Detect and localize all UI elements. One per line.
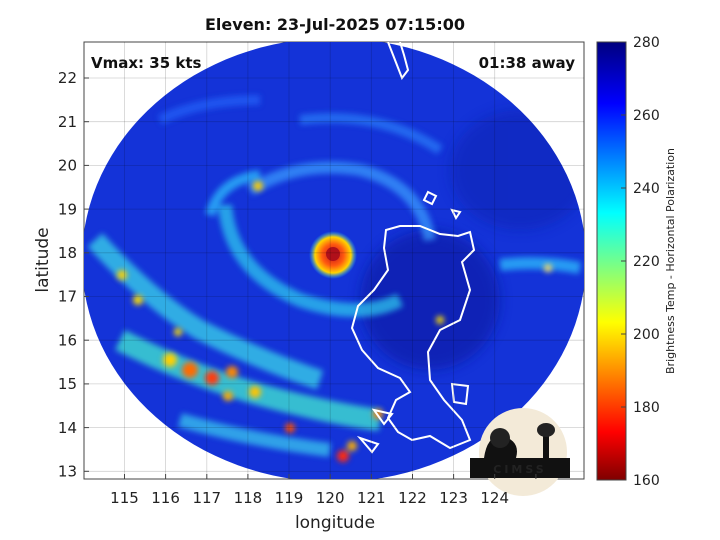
colorbar-tick-label: 200: [633, 327, 660, 343]
x-tick-label: 116: [151, 489, 180, 507]
x-tick-label: 122: [398, 489, 427, 507]
x-tick-label: 124: [480, 489, 509, 507]
y-tick-label: 17: [58, 288, 77, 306]
x-axis: 115 116 117 118 119 120 121 122 123 124 …: [110, 474, 537, 533]
colorbar-tick-label: 260: [633, 108, 660, 124]
x-tick-label: 120: [316, 489, 345, 507]
y-axis: 13 14 15 16 17 18 19 20 21 22 latitude: [33, 69, 89, 481]
y-tick-label: 19: [58, 200, 77, 218]
y-tick-label: 20: [58, 157, 77, 175]
y-tick-label: 16: [58, 331, 77, 349]
colorbar-label: Brightness Temp - Horizontal Polarizatio…: [664, 148, 677, 374]
vmax-label: Vmax: 35 kts: [91, 54, 201, 72]
colorbar: 280 260 240 220 200 180 160 Brightness T…: [596, 35, 677, 489]
colorbar-tick-label: 280: [633, 35, 660, 51]
y-tick-label: 13: [58, 463, 77, 481]
x-tick-label: 123: [439, 489, 468, 507]
colorbar-tick-label: 180: [633, 400, 660, 416]
x-tick-label: 118: [234, 489, 263, 507]
y-tick-label: 22: [58, 69, 77, 87]
y-tick-marks: [84, 77, 89, 472]
colorbar-tick-label: 160: [633, 473, 660, 489]
grid-lines: [84, 42, 584, 479]
x-tick-label: 117: [192, 489, 221, 507]
x-tick-label: 115: [110, 489, 139, 507]
y-tick-label: 15: [58, 375, 77, 393]
x-tick-label: 121: [357, 489, 386, 507]
y-tick-label: 14: [58, 419, 77, 437]
microwave-swath: [84, 42, 584, 479]
figure-title: Eleven: 23-Jul-2025 07:15:00: [205, 15, 465, 34]
y-axis-label: latitude: [33, 227, 53, 292]
cimss-logo: CIMSS: [470, 408, 570, 496]
colorbar-tick-label: 220: [633, 254, 660, 270]
x-tick-marks: [124, 474, 537, 479]
logo-text: CIMSS: [493, 463, 546, 476]
x-tick-label: 119: [275, 489, 304, 507]
colorbar-tick-label: 240: [633, 181, 660, 197]
convective-cells: [117, 181, 552, 462]
time-away-label: 01:38 away: [479, 54, 576, 72]
colorbar-tick-marks: [621, 41, 626, 481]
plot-area: CIMSS Vmax: 35 kts 01:38 away: [83, 41, 585, 496]
y-tick-label: 18: [58, 244, 77, 262]
y-tick-label: 21: [58, 113, 77, 131]
x-axis-label: longitude: [295, 513, 375, 533]
coastlines: [350, 42, 476, 454]
